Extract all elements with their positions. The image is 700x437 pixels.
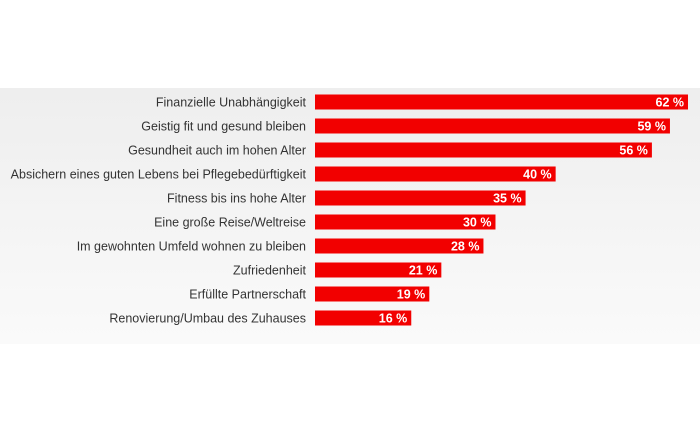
value-label: 30 % [463, 215, 492, 229]
value-label: 59 % [637, 119, 666, 133]
bar [315, 214, 496, 230]
bar [315, 142, 652, 158]
category-label: Fitness bis ins hohe Alter [167, 191, 306, 205]
bar [315, 190, 526, 206]
value-label: 35 % [493, 191, 522, 205]
value-label: 40 % [523, 167, 552, 181]
category-label: Geistig fit und gesund bleiben [141, 119, 306, 133]
bar [315, 118, 670, 134]
bar [315, 286, 430, 302]
bar [315, 238, 484, 254]
category-label: Eine große Reise/Weltreise [154, 215, 306, 229]
bar [315, 262, 442, 278]
bar [315, 310, 412, 326]
bar [315, 94, 688, 110]
bar [315, 166, 556, 182]
category-label: Finanzielle Unabhängigkeit [156, 95, 307, 109]
value-label: 19 % [397, 287, 426, 301]
category-label: Im gewohnten Umfeld wohnen zu bleiben [77, 239, 306, 253]
category-label: Gesundheit auch im hohen Alter [128, 143, 306, 157]
value-label: 28 % [451, 239, 480, 253]
value-label: 62 % [656, 95, 685, 109]
category-label: Erfüllte Partnerschaft [189, 287, 306, 301]
category-label: Renovierung/Umbau des Zuhauses [109, 311, 306, 325]
value-label: 56 % [619, 143, 648, 157]
value-label: 16 % [379, 311, 408, 325]
category-label: Zufriedenheit [233, 263, 306, 277]
category-label: Absichern eines guten Lebens bei Pflegeb… [11, 167, 307, 181]
value-label: 21 % [409, 263, 438, 277]
